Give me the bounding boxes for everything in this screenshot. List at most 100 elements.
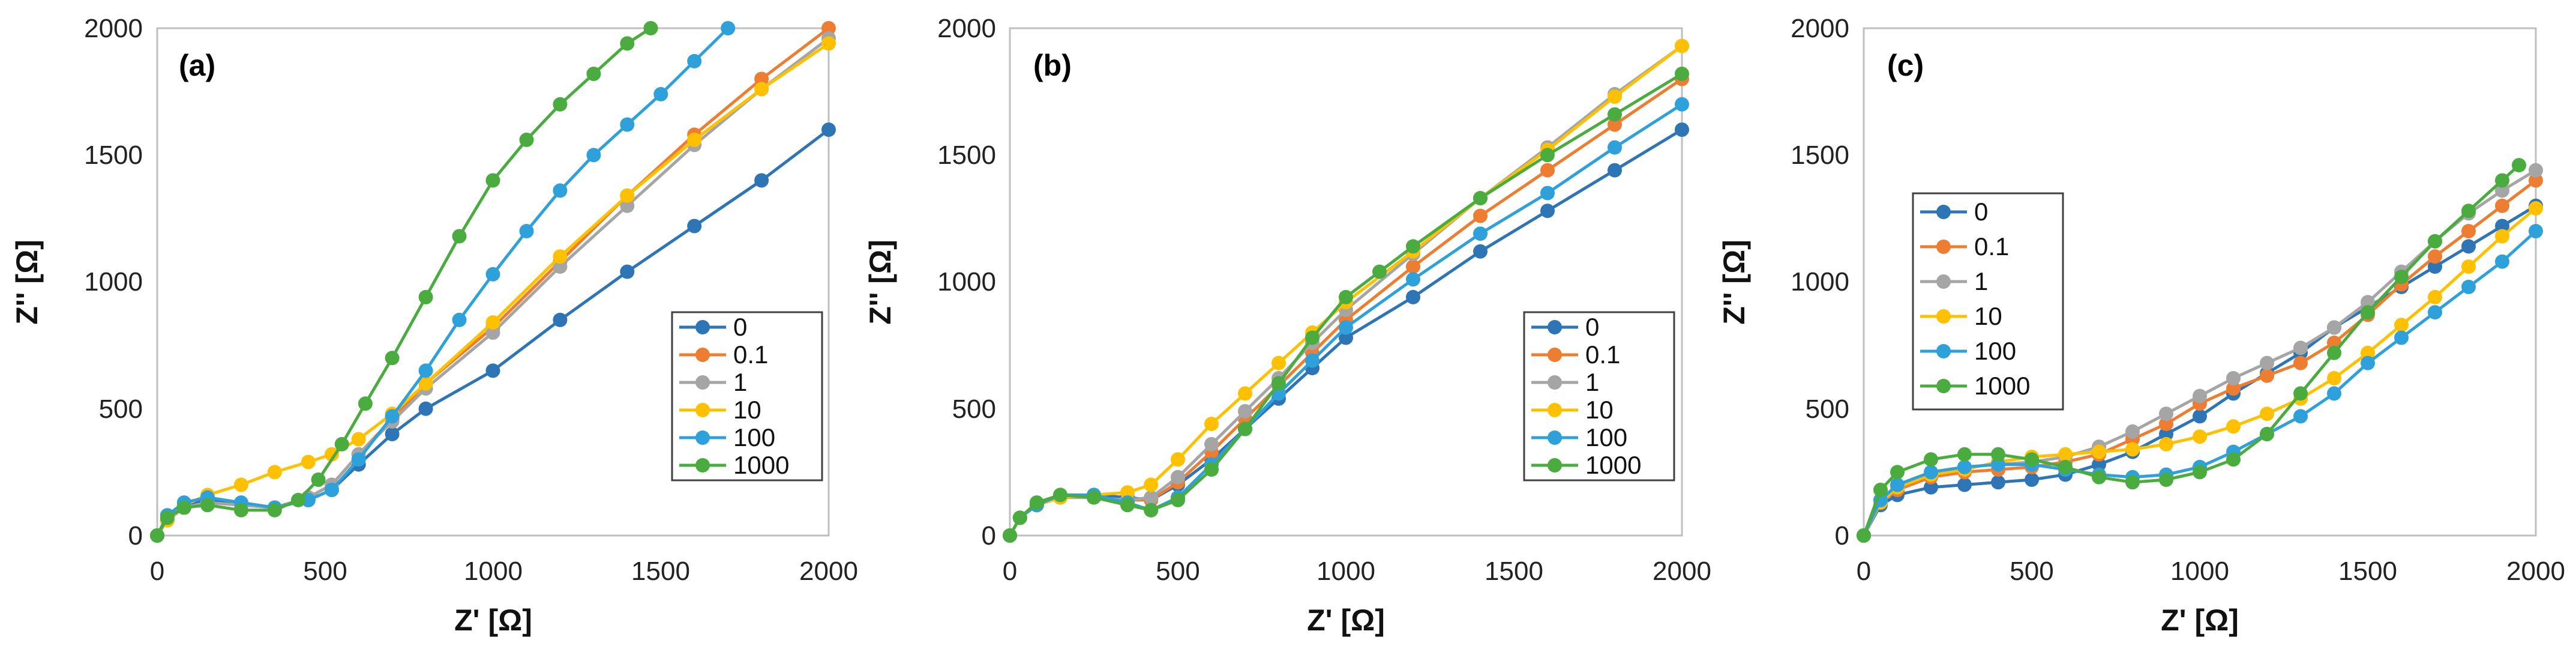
data-point [1924,465,1938,480]
data-point [2293,386,2308,401]
legend-frame [671,311,823,481]
y-tick-label: 0 [1835,521,1849,551]
legend-label: 1 [1585,368,1599,396]
data-point [418,363,433,378]
y-tick-label: 500 [952,394,996,424]
data-point [1473,226,1488,241]
legend-frame [1912,192,2064,411]
data-point [1608,107,1622,122]
data-point [150,528,164,543]
data-point [324,483,339,497]
data-point [821,36,836,51]
legend-marker [1548,430,1562,445]
data-point [1873,483,1888,497]
data-point [754,71,769,86]
data-point [1957,459,1972,474]
data-point [553,183,568,198]
data-point [2327,320,2341,335]
legend-label: 1000 [733,451,789,479]
data-point [2092,457,2106,472]
x-tick-label: 500 [1156,557,1199,586]
data-point [2025,472,2039,487]
series-line-100 [155,27,729,537]
legend-marker [1548,375,1562,390]
data-point [2293,409,2308,424]
data-point [485,267,500,282]
data-point [2159,406,2173,421]
data-point [2260,406,2274,421]
data-point [1957,477,1972,492]
legend-label: 10 [1974,302,2002,330]
legend-item: 1 [679,368,747,396]
data-point [2260,355,2274,370]
data-point [1957,447,1972,462]
data-point [1171,492,1185,507]
data-point [1991,447,2005,462]
x-tick-label: 1000 [2170,557,2229,586]
x-tick-label: 2000 [1653,557,1711,586]
series-line-0.1 [1862,179,2537,537]
data-point [2495,183,2509,198]
y-tick-label: 0 [128,521,143,551]
data-point [1540,148,1555,163]
x-axis-label: Z' [Ω] [2161,603,2239,637]
x-tick-label: 0 [150,557,164,586]
legend-marker [1548,403,1562,417]
data-point [1473,208,1488,223]
legend-item: 0.1 [1531,340,1620,369]
data-point [2193,409,2207,424]
data-point [2260,368,2274,383]
data-point [1473,191,1488,206]
data-point [1144,503,1159,518]
data-point [1029,495,1044,510]
legend-label: 0.1 [1585,340,1620,369]
data-point [2159,472,2173,487]
legend-item: 100 [1920,337,2016,365]
panel-c: (c) 0 500 1000 1500 2000 0 500 1000 1500… [1717,14,2565,637]
data-point [620,117,635,132]
x-axis-label: Z' [Ω] [1307,603,1385,637]
series-line-1000 [1862,164,2520,536]
legend-frame [1523,311,1675,481]
data-point [653,86,668,101]
data-point [291,492,305,507]
data-point [2092,444,2106,459]
data-point [2461,259,2476,274]
data-point [1144,477,1159,492]
panel-label: (b) [1033,49,1072,82]
data-point [2226,381,2241,396]
legend-marker [1548,458,1562,472]
data-point [1238,404,1252,418]
data-point [1924,480,1938,495]
data-point [553,249,568,264]
legend-label: 0 [1974,198,1988,226]
legend-label: 10 [1585,396,1614,424]
legend-item: 0 [679,313,747,341]
data-point [1540,204,1555,219]
y-axis-label: Z'' [Ω] [863,240,897,325]
data-point [821,21,836,35]
data-point [2361,345,2375,360]
legend-marker [695,375,710,390]
x-tick-label: 1000 [1317,557,1375,586]
data-point [2461,279,2476,294]
data-point [1204,462,1219,477]
data-point [2125,442,2140,457]
data-point [2327,386,2341,401]
legend-item: 10 [679,396,761,424]
data-point [385,427,400,441]
data-point [687,53,702,68]
data-point [1406,289,1420,304]
data-point [586,148,601,163]
x-tick-label: 500 [303,557,347,586]
data-point [2159,427,2173,441]
series-line-10 [1862,207,2537,537]
data-point [1675,67,1689,81]
legend-marker [695,403,710,417]
data-point [1540,186,1555,201]
data-point [2226,371,2241,385]
legend-marker [1936,344,1951,358]
data-point [418,376,433,391]
legend-label: 1 [733,368,747,396]
